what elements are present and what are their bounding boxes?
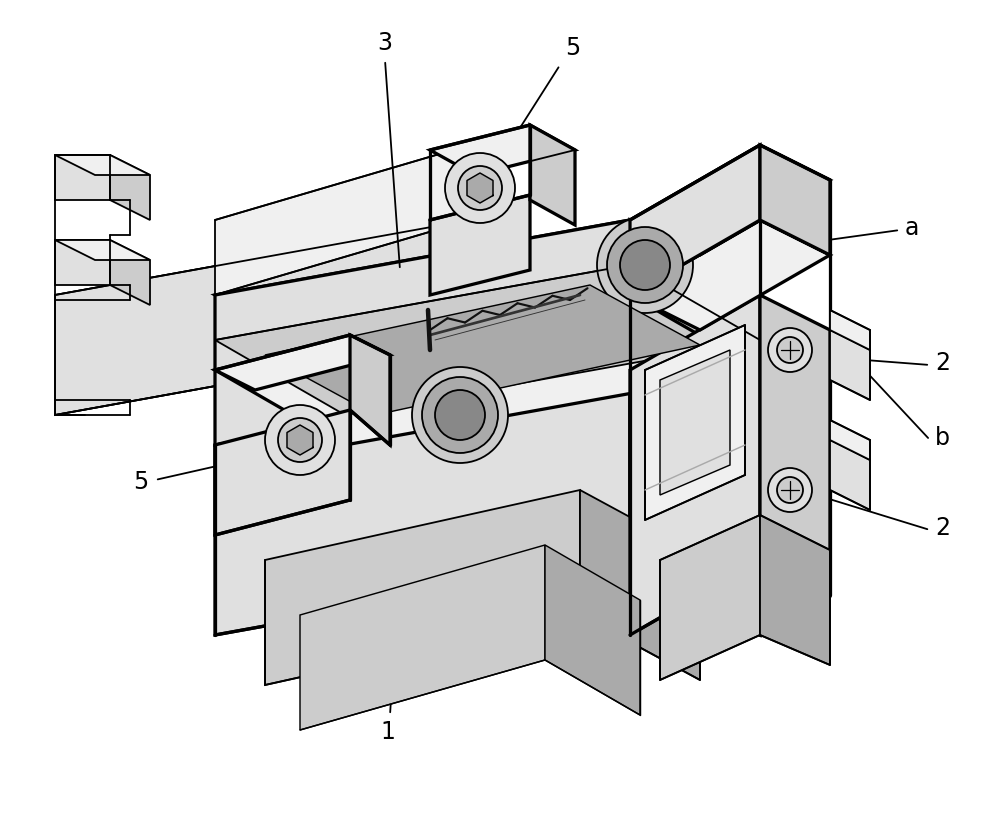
Polygon shape: [265, 490, 580, 685]
Polygon shape: [430, 125, 575, 175]
Polygon shape: [630, 220, 830, 330]
Polygon shape: [215, 220, 760, 370]
Polygon shape: [430, 195, 530, 295]
Polygon shape: [110, 155, 150, 220]
Polygon shape: [630, 220, 760, 445]
Polygon shape: [830, 420, 870, 460]
Text: 2: 2: [935, 351, 950, 375]
Polygon shape: [630, 370, 760, 635]
Polygon shape: [760, 145, 830, 255]
Polygon shape: [55, 220, 470, 415]
Polygon shape: [645, 325, 745, 520]
Circle shape: [768, 328, 812, 372]
Circle shape: [620, 240, 670, 290]
Text: a: a: [905, 216, 919, 240]
Polygon shape: [660, 350, 730, 495]
Polygon shape: [265, 285, 700, 415]
Circle shape: [607, 227, 683, 303]
Polygon shape: [467, 173, 493, 203]
Polygon shape: [580, 490, 700, 680]
Circle shape: [445, 153, 515, 223]
Circle shape: [412, 367, 508, 463]
Polygon shape: [630, 145, 760, 295]
Polygon shape: [215, 370, 630, 635]
Polygon shape: [215, 410, 350, 535]
Circle shape: [458, 166, 502, 210]
Polygon shape: [760, 295, 830, 595]
Polygon shape: [110, 240, 150, 305]
Polygon shape: [55, 155, 150, 175]
Polygon shape: [660, 515, 760, 680]
Text: 5: 5: [133, 470, 148, 494]
Polygon shape: [830, 440, 870, 510]
Polygon shape: [630, 295, 760, 635]
Polygon shape: [55, 240, 110, 285]
Polygon shape: [830, 330, 870, 400]
Polygon shape: [300, 545, 545, 730]
Circle shape: [777, 337, 803, 363]
Circle shape: [422, 377, 498, 453]
Polygon shape: [215, 335, 390, 390]
Polygon shape: [215, 265, 760, 415]
Polygon shape: [830, 310, 870, 350]
Polygon shape: [350, 335, 390, 445]
Polygon shape: [545, 545, 640, 715]
Polygon shape: [215, 295, 760, 445]
Circle shape: [768, 468, 812, 512]
Polygon shape: [55, 220, 630, 370]
Text: b: b: [935, 426, 950, 450]
Circle shape: [597, 217, 693, 313]
Circle shape: [435, 390, 485, 440]
Text: 3: 3: [378, 31, 392, 55]
Circle shape: [278, 418, 322, 462]
Polygon shape: [530, 125, 575, 225]
Polygon shape: [287, 425, 313, 455]
Polygon shape: [55, 240, 150, 260]
Circle shape: [265, 405, 335, 475]
Polygon shape: [215, 220, 630, 445]
Polygon shape: [760, 515, 830, 665]
Polygon shape: [630, 145, 830, 255]
Polygon shape: [55, 155, 110, 200]
Circle shape: [777, 477, 803, 503]
Text: 1: 1: [381, 720, 395, 744]
Text: 2: 2: [935, 516, 950, 540]
Text: 5: 5: [565, 36, 580, 60]
Polygon shape: [215, 145, 470, 295]
